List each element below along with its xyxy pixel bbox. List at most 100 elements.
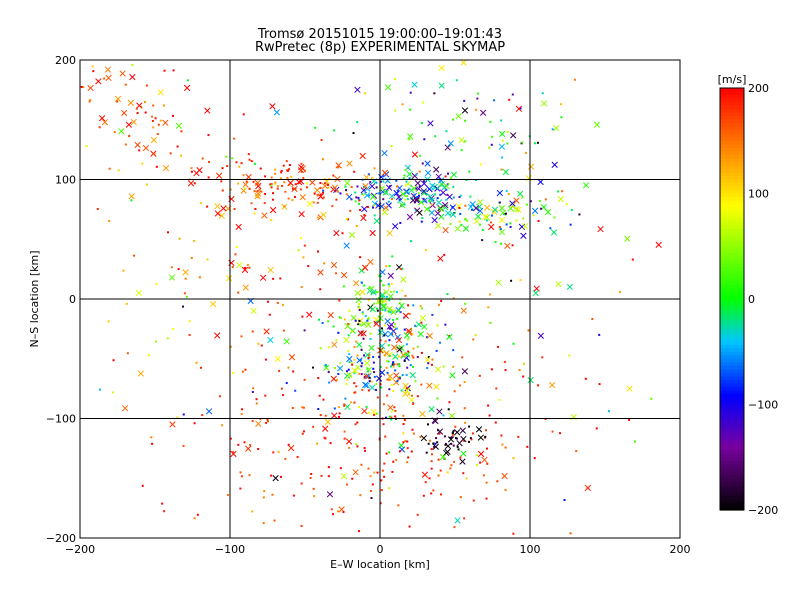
data-point <box>453 390 456 393</box>
data-cross <box>150 137 158 144</box>
data-point <box>272 451 275 454</box>
colorbar-segment <box>720 299 744 304</box>
data-cross <box>382 204 390 212</box>
data-cross <box>403 332 411 339</box>
data-cross <box>134 141 141 149</box>
data-point <box>363 447 366 450</box>
data-point <box>388 415 391 418</box>
data-point <box>128 135 131 138</box>
data-cross <box>150 150 157 157</box>
data-cross <box>386 351 393 358</box>
x-axis-ticks: −200 −100 0 100 200 <box>65 543 691 556</box>
data-point <box>510 279 513 282</box>
colorbar-segment <box>720 337 744 342</box>
data-point <box>405 343 408 346</box>
data-point <box>360 463 363 466</box>
data-cross <box>130 118 137 126</box>
data-point <box>482 474 485 477</box>
x-tick-label: 0 <box>377 543 384 556</box>
data-point <box>321 321 324 324</box>
data-cross <box>440 189 447 196</box>
data-point <box>319 193 322 196</box>
data-cross <box>95 78 102 85</box>
data-point <box>591 318 594 321</box>
data-cross <box>254 190 262 197</box>
data-point <box>363 284 366 287</box>
data-point <box>383 462 386 465</box>
data-point <box>359 358 362 361</box>
data-cross <box>101 119 109 126</box>
colorbar-segment <box>720 267 744 272</box>
colorbar-segment <box>720 362 744 367</box>
data-cross <box>369 193 377 200</box>
chart-subtitle: RwPretec (8p) EXPERIMENTAL SKYMAP <box>255 40 505 55</box>
data-point <box>432 442 435 445</box>
data-cross <box>378 173 385 181</box>
data-cross <box>413 196 420 203</box>
data-cross <box>496 189 504 197</box>
data-point <box>364 92 367 95</box>
data-point <box>258 188 261 191</box>
data-cross <box>433 383 440 390</box>
data-point <box>412 347 415 350</box>
data-point <box>416 356 419 359</box>
data-point <box>163 510 166 513</box>
data-point <box>427 356 430 359</box>
data-point <box>398 347 401 350</box>
data-point <box>266 418 269 421</box>
data-point <box>248 187 251 190</box>
chart-title: Tromsø 20151015 19:00:00–19:01:43 <box>257 27 502 42</box>
data-point <box>394 409 397 412</box>
data-point <box>444 443 447 446</box>
data-point <box>402 414 405 417</box>
colorbar-segment <box>720 126 744 131</box>
data-point <box>452 434 455 437</box>
data-point <box>428 200 431 203</box>
data-cross <box>344 179 351 187</box>
colorbar-segment <box>720 502 744 508</box>
data-point <box>126 352 129 355</box>
data-point <box>267 300 270 303</box>
data-point <box>439 341 442 344</box>
data-cross <box>363 359 371 367</box>
data-point <box>398 198 401 201</box>
data-point <box>448 213 451 216</box>
data-point <box>392 361 395 364</box>
data-cross <box>384 317 391 325</box>
data-point <box>407 456 410 459</box>
data-point <box>476 97 479 100</box>
data-point <box>364 314 367 317</box>
data-point <box>506 130 509 133</box>
data-cross <box>455 203 462 210</box>
data-point <box>386 371 389 374</box>
data-point <box>285 382 288 385</box>
data-point <box>384 416 387 419</box>
data-point <box>171 114 174 117</box>
data-cross <box>513 206 520 213</box>
data-cross <box>215 172 223 179</box>
data-point <box>249 443 252 446</box>
data-point <box>575 450 578 453</box>
data-cross <box>513 197 520 204</box>
data-cross <box>274 355 281 362</box>
data-cross <box>375 375 383 382</box>
data-cross <box>498 217 506 224</box>
data-point <box>85 145 88 148</box>
data-point <box>385 366 388 369</box>
data-point <box>537 384 540 387</box>
data-point <box>418 185 421 188</box>
data-point <box>253 162 256 165</box>
data-point <box>233 137 236 140</box>
data-point <box>335 378 338 381</box>
colorbar-tick-label: 200 <box>748 82 769 95</box>
data-point <box>277 450 280 453</box>
data-cross <box>370 289 377 296</box>
data-cross <box>460 60 467 66</box>
data-point <box>193 239 196 242</box>
data-point <box>450 464 453 467</box>
data-point <box>116 100 119 103</box>
data-point <box>446 193 449 196</box>
data-point <box>388 388 391 391</box>
data-point <box>484 429 487 432</box>
colorbar-segment <box>720 225 744 230</box>
